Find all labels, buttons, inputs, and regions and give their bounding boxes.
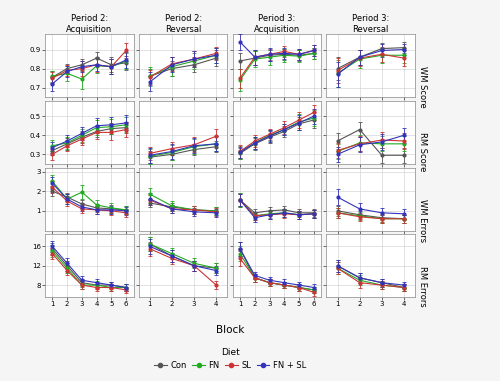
Title: Period 3:
Acquisition: Period 3: Acquisition xyxy=(254,14,300,34)
Title: Period 2:
Acquisition: Period 2: Acquisition xyxy=(66,14,112,34)
Text: RM Errors: RM Errors xyxy=(418,266,427,306)
Legend: Con, FN, SL, FN + SL: Con, FN, SL, FN + SL xyxy=(151,344,309,373)
Text: WM Errors: WM Errors xyxy=(418,199,427,242)
Text: WM Score: WM Score xyxy=(418,66,427,107)
Text: RM Score: RM Score xyxy=(418,133,427,172)
Title: Period 2:
Reversal: Period 2: Reversal xyxy=(164,14,202,34)
Title: Period 3:
Reversal: Period 3: Reversal xyxy=(352,14,390,34)
Text: Block: Block xyxy=(216,325,244,335)
